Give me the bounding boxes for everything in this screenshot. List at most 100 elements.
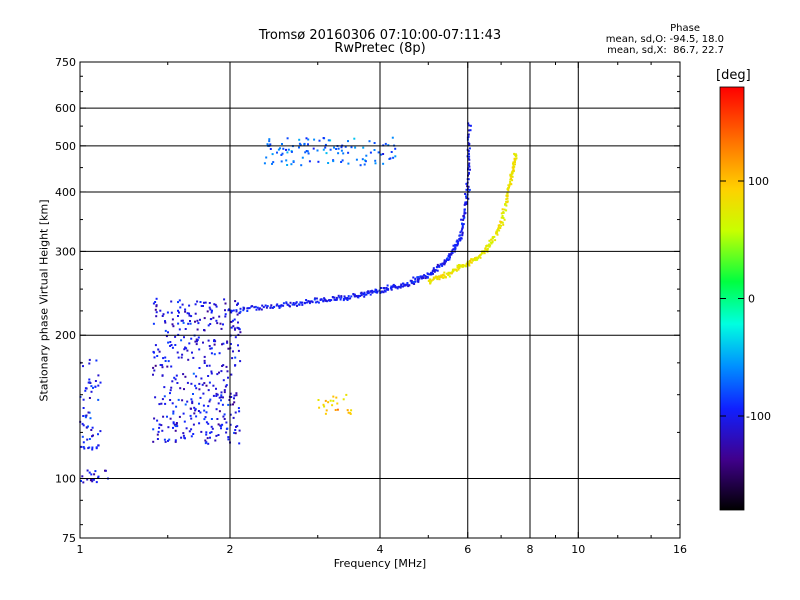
scatter-point [190, 337, 193, 340]
scatter-point [458, 266, 461, 269]
scatter-point [91, 426, 94, 429]
scatter-point [426, 276, 429, 279]
scatter-point [201, 383, 204, 386]
scatter-point [510, 177, 513, 180]
scatter-point [207, 324, 210, 327]
scatter-point [198, 348, 201, 351]
scatter-point [470, 258, 473, 261]
scatter-point [84, 387, 87, 390]
scatter-point [88, 471, 91, 474]
scatter-point [157, 348, 160, 351]
scatter-point [501, 221, 504, 224]
scatter-point [161, 366, 164, 369]
scatter-point [225, 421, 228, 424]
scatter-point [387, 288, 390, 291]
scatter-point [155, 311, 158, 314]
scatter-point [152, 373, 154, 376]
scatter-point [413, 283, 416, 285]
scatter-point [287, 148, 290, 151]
scatter-point [212, 384, 215, 387]
scatter-point [87, 411, 90, 414]
scatter-point [360, 291, 363, 294]
colorbar-tick-label: 100 [748, 175, 769, 188]
scatter-point [513, 152, 516, 155]
scatter-point [223, 413, 226, 416]
scatter-point [460, 218, 463, 221]
scatter-point [363, 291, 366, 294]
scatter-point [178, 415, 181, 418]
scatter-point [155, 297, 158, 300]
scatter-point [91, 446, 94, 449]
scatter-point [347, 411, 350, 414]
scatter-point [272, 161, 275, 164]
scatter-point [443, 263, 446, 266]
scatter-point [483, 252, 486, 255]
scatter-point [383, 287, 386, 289]
scatter-point [366, 291, 369, 294]
x-tick-label: 10 [571, 543, 585, 556]
scatter-point [332, 395, 335, 398]
scatter-point [505, 209, 508, 212]
scatter-point [479, 254, 481, 257]
scatter-point [170, 300, 173, 303]
scatter-point [474, 259, 477, 262]
scatter-point [281, 152, 284, 155]
scatter-point [382, 162, 385, 165]
scatter-point [209, 436, 211, 439]
scatter-point [461, 233, 464, 236]
scatter-point [467, 129, 470, 132]
scatter-point [233, 394, 236, 397]
scatter-point [509, 175, 512, 178]
scatter-point [500, 216, 503, 219]
scatter-point [506, 192, 509, 195]
scatter-point [153, 356, 156, 359]
scatter-point [480, 252, 483, 255]
scatter-point [324, 143, 327, 146]
scatter-point [318, 139, 321, 142]
scatter-point [422, 277, 425, 279]
scatter-point [431, 270, 434, 272]
scatter-point [515, 154, 518, 157]
scatter-point [314, 301, 317, 304]
colorbar-ticks: 100 0 -100 [720, 175, 771, 423]
scatter-point [511, 166, 514, 169]
scatter-point [224, 309, 226, 312]
scatter-point [236, 326, 239, 329]
scatter-point [414, 280, 417, 283]
scatter-point [203, 418, 206, 421]
scatter-point [353, 295, 356, 298]
scatter-point [264, 304, 267, 307]
scatter-point [419, 275, 422, 278]
scatter-point [497, 224, 500, 227]
scatter-point [83, 447, 86, 450]
scatter-point [269, 148, 272, 150]
scatter-point [467, 157, 470, 160]
scatter-point [172, 412, 175, 415]
scatter-point [300, 164, 303, 167]
scatter-point [307, 138, 310, 141]
scatter-point [164, 329, 167, 332]
scatter-point [198, 402, 200, 405]
scatter-point [467, 263, 470, 266]
scatter-point [350, 295, 353, 298]
scatter-point [171, 346, 174, 349]
scatter-point [202, 392, 205, 395]
scatter-point [169, 389, 172, 392]
scatter-point [223, 391, 226, 394]
scatter-point [269, 306, 272, 309]
scatter-point [82, 415, 85, 417]
scatter-point [467, 197, 470, 200]
scatter-point [220, 391, 223, 394]
scatter-point [183, 336, 185, 339]
scatter-point [160, 424, 163, 427]
scatter-point [488, 239, 491, 242]
scatter-point [85, 426, 88, 429]
scatter-point [452, 244, 455, 247]
scatter-point [225, 384, 228, 387]
scatter-point [370, 290, 373, 293]
scatter-point [156, 355, 159, 357]
scatter-point [177, 315, 179, 317]
scatter-point [191, 402, 194, 405]
scatter-point [307, 300, 310, 303]
scatter-point [266, 305, 269, 308]
